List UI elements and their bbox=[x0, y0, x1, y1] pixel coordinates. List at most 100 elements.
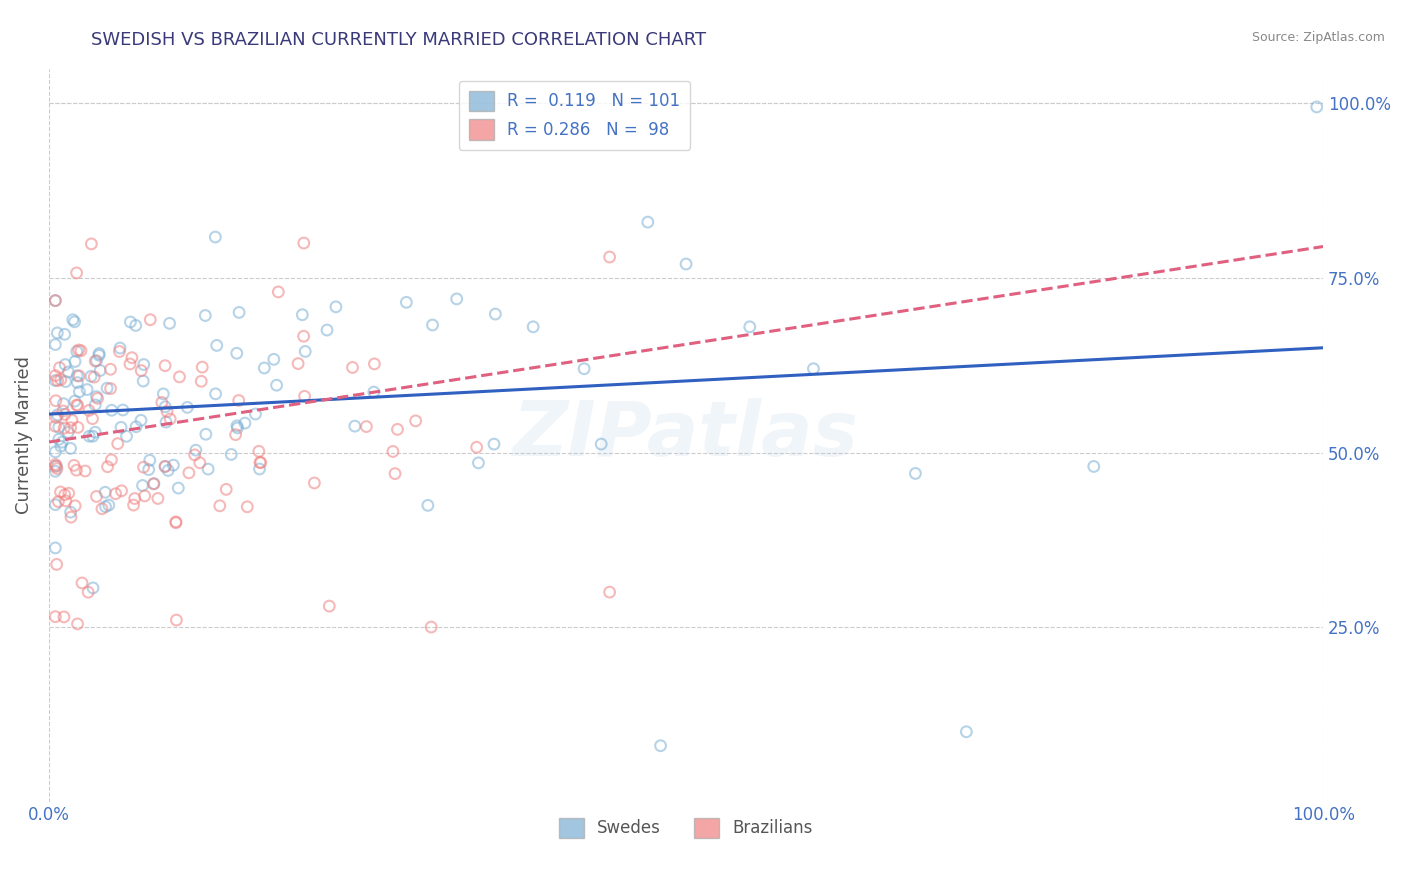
Point bbox=[226, 418, 249, 433]
Y-axis label: Currently Married: Currently Married bbox=[15, 356, 32, 514]
Point bbox=[48, 494, 70, 508]
Point bbox=[96, 381, 118, 395]
Point bbox=[66, 368, 89, 383]
Point bbox=[205, 338, 228, 352]
Point bbox=[120, 315, 142, 329]
Point bbox=[62, 312, 84, 326]
Point bbox=[219, 447, 242, 461]
Point bbox=[124, 491, 146, 506]
Point bbox=[134, 489, 156, 503]
Point bbox=[142, 476, 165, 491]
Point bbox=[100, 453, 122, 467]
Point bbox=[45, 558, 67, 572]
Point bbox=[100, 403, 122, 417]
Point bbox=[100, 362, 122, 376]
Point bbox=[249, 455, 271, 469]
Point bbox=[66, 376, 89, 390]
Point bbox=[226, 421, 249, 435]
Point bbox=[65, 266, 87, 280]
Point bbox=[162, 458, 184, 472]
Point bbox=[165, 516, 187, 530]
Point bbox=[48, 420, 70, 434]
Point bbox=[44, 445, 66, 459]
Point bbox=[139, 312, 162, 326]
Point bbox=[44, 498, 66, 512]
Point bbox=[292, 235, 315, 250]
Point bbox=[63, 354, 86, 368]
Point bbox=[63, 458, 86, 473]
Point bbox=[153, 359, 176, 373]
Point bbox=[51, 435, 73, 450]
Point bbox=[59, 505, 82, 519]
Point bbox=[204, 387, 226, 401]
Point bbox=[1306, 100, 1329, 114]
Point bbox=[84, 425, 107, 440]
Point bbox=[156, 404, 179, 418]
Point bbox=[67, 368, 90, 383]
Point bbox=[76, 383, 98, 397]
Point bbox=[153, 459, 176, 474]
Point bbox=[70, 343, 93, 358]
Point bbox=[356, 419, 378, 434]
Point bbox=[343, 419, 366, 434]
Point bbox=[118, 357, 141, 371]
Point bbox=[467, 456, 489, 470]
Point bbox=[294, 389, 316, 403]
Point bbox=[45, 410, 67, 425]
Point bbox=[107, 436, 129, 450]
Point bbox=[572, 361, 595, 376]
Point bbox=[291, 308, 314, 322]
Point bbox=[176, 401, 198, 415]
Point bbox=[83, 370, 105, 384]
Point bbox=[121, 351, 143, 365]
Point bbox=[904, 467, 927, 481]
Point bbox=[225, 427, 247, 442]
Point bbox=[44, 609, 66, 624]
Point bbox=[249, 456, 271, 470]
Point bbox=[45, 458, 67, 473]
Point bbox=[46, 326, 69, 340]
Point bbox=[177, 466, 200, 480]
Point bbox=[48, 360, 70, 375]
Point bbox=[77, 585, 100, 599]
Point bbox=[86, 392, 108, 406]
Point bbox=[318, 599, 340, 613]
Point bbox=[53, 421, 76, 435]
Point bbox=[58, 486, 80, 500]
Point bbox=[165, 515, 187, 529]
Point bbox=[55, 493, 77, 508]
Point bbox=[53, 327, 76, 342]
Point bbox=[650, 739, 672, 753]
Point bbox=[599, 585, 621, 599]
Point bbox=[637, 215, 659, 229]
Point bbox=[59, 421, 82, 435]
Point bbox=[86, 390, 108, 404]
Point bbox=[184, 443, 207, 458]
Point bbox=[955, 724, 977, 739]
Point bbox=[363, 357, 385, 371]
Point bbox=[155, 415, 177, 429]
Legend: Swedes, Brazilians: Swedes, Brazilians bbox=[553, 811, 820, 845]
Point bbox=[48, 433, 70, 447]
Point bbox=[294, 344, 316, 359]
Point bbox=[484, 307, 506, 321]
Point bbox=[215, 483, 238, 497]
Point bbox=[132, 374, 155, 388]
Point bbox=[188, 456, 211, 470]
Point bbox=[125, 419, 148, 434]
Point bbox=[87, 348, 110, 362]
Point bbox=[82, 429, 104, 443]
Point bbox=[110, 483, 132, 498]
Point bbox=[56, 425, 79, 440]
Point bbox=[446, 292, 468, 306]
Point bbox=[416, 499, 439, 513]
Point bbox=[63, 394, 86, 409]
Text: ZIPatlas: ZIPatlas bbox=[513, 398, 859, 472]
Point bbox=[63, 499, 86, 513]
Point bbox=[197, 462, 219, 476]
Point bbox=[465, 440, 488, 454]
Point bbox=[131, 478, 153, 492]
Point bbox=[52, 610, 75, 624]
Point bbox=[155, 400, 177, 414]
Point bbox=[67, 384, 90, 399]
